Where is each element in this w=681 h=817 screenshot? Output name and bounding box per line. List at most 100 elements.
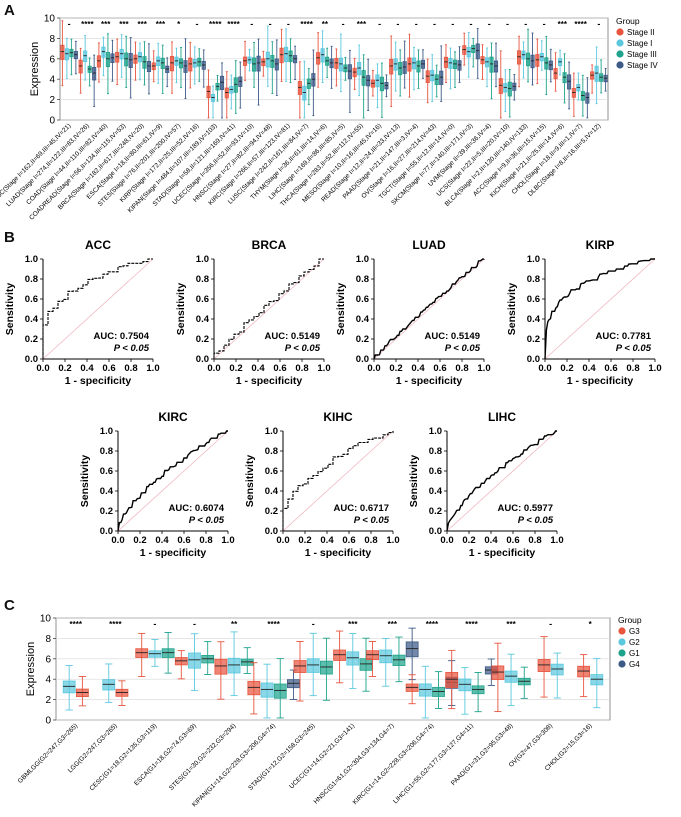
significance-label: *** xyxy=(348,620,358,629)
significance-label: ** xyxy=(322,20,329,29)
legend-marker xyxy=(618,649,626,657)
x-tick-label: KIRC(G1=14,G2=228,G3=206,G4=74) xyxy=(352,722,436,806)
box xyxy=(493,60,499,73)
x-tick-label: 0.6 xyxy=(506,535,519,546)
box xyxy=(273,683,287,699)
box xyxy=(64,48,69,61)
p-value-label: P < 0.05 xyxy=(445,343,481,354)
significance-label: *** xyxy=(388,620,398,629)
x-tick-label: 0.6 xyxy=(273,363,286,374)
y-axis-label: Sensitivity xyxy=(408,455,420,508)
box xyxy=(434,74,439,85)
box xyxy=(590,674,604,686)
x-axis-label: 1 - specificity xyxy=(396,375,463,387)
box xyxy=(535,54,540,67)
x-tick-label: 1.0 xyxy=(550,535,563,546)
x-tick-label: 0.0 xyxy=(111,535,124,546)
y-tick-label: 1.0 xyxy=(196,254,209,265)
box xyxy=(585,92,590,104)
p-value-label: P < 0.05 xyxy=(189,515,225,526)
y-tick-label: 0.4 xyxy=(196,314,210,325)
significance-label: * xyxy=(589,620,593,629)
box xyxy=(334,57,339,69)
significance-label: - xyxy=(193,619,196,629)
x-tick-label: HNSC(G1=61,G2=304,G3=134,G4=7) xyxy=(313,722,396,805)
y-tick-label: 1.0 xyxy=(429,426,442,437)
y-tick-label: 0.6 xyxy=(429,466,442,477)
x-tick-label: 0.8 xyxy=(455,363,468,374)
reference-diagonal xyxy=(446,430,558,532)
significance-label: *** xyxy=(119,20,129,29)
y-tick-label: 0.2 xyxy=(25,334,38,345)
significance-label: *** xyxy=(506,620,516,629)
reference-diagonal xyxy=(117,430,229,532)
x-tick-label: 0.0 xyxy=(276,535,289,546)
x-tick-label: 0.2 xyxy=(560,363,573,374)
x-axis-label: 1 - specificity xyxy=(469,547,536,559)
y-tick-label: 0.2 xyxy=(527,334,540,345)
significance-label: - xyxy=(506,19,509,29)
auc-label: AUC: 0.5149 xyxy=(425,331,480,342)
box xyxy=(169,55,175,72)
box xyxy=(392,654,406,666)
significance-label: - xyxy=(378,19,381,29)
x-tick-label: 0.8 xyxy=(199,535,212,546)
y-tick-label: 0.4 xyxy=(527,314,541,325)
y-tick-label: 0.6 xyxy=(527,294,540,305)
x-tick-label: 0.2 xyxy=(133,535,146,546)
y-axis-label: Expression xyxy=(25,642,37,696)
roc-curve xyxy=(373,258,485,360)
significance-label: **** xyxy=(227,20,240,29)
box xyxy=(402,61,407,74)
box xyxy=(594,65,599,82)
y-axis-label: Sensitivity xyxy=(79,455,91,508)
roc-title: BRCA xyxy=(252,238,287,252)
legend-label: Stage II xyxy=(627,28,655,37)
significance-label: - xyxy=(342,19,345,29)
x-tick-label: 0.2 xyxy=(58,363,71,374)
box xyxy=(270,55,275,68)
roc-plot-lihc: LIHC 0.00.0 0.2 0.2 0.4 0.4 0.6 0.6 0.8 0.8 1.0 1.0… xyxy=(408,410,564,559)
y-tick-label: 0.0 xyxy=(356,354,369,365)
legend-marker xyxy=(616,61,624,69)
roc-plot-kirc: KIRC 0.00.0 0.2 0.2 0.4 0.4 0.6 0.6 0.8 0.8 1.0 1.0… xyxy=(79,410,235,559)
significance-label: - xyxy=(488,19,491,29)
y-tick-label: 0.2 xyxy=(429,506,442,517)
p-value-label: P < 0.05 xyxy=(114,343,150,354)
box xyxy=(416,60,421,73)
significance-label: * xyxy=(177,20,181,29)
legend-label: G3 xyxy=(629,627,640,636)
roc-curve xyxy=(117,430,228,532)
y-tick-label: 0.6 xyxy=(265,466,278,477)
roc-curve xyxy=(544,258,655,360)
box xyxy=(274,58,279,71)
x-tick-label: 0.0 xyxy=(36,363,49,374)
y-tick-label: 2 xyxy=(45,695,51,706)
box xyxy=(347,64,352,80)
legend-label: G1 xyxy=(629,649,640,658)
box xyxy=(188,57,193,72)
x-tick-label: OV(G2=47,G3=308) xyxy=(508,722,554,768)
legend-label: Stage IV xyxy=(627,61,658,70)
legend-label: G4 xyxy=(629,660,640,669)
roc-plot-kihc: KIHC 0.00.0 0.2 0.2 0.4 0.4 0.6 0.6 0.8 0.8 1.0 1.0… xyxy=(244,410,400,559)
significance-label: - xyxy=(451,19,454,29)
y-tick-label: 0.6 xyxy=(356,294,369,305)
y-tick-label: 0.0 xyxy=(265,526,278,537)
y-tick-label: 0.6 xyxy=(25,294,38,305)
significance-label: - xyxy=(68,19,71,29)
y-tick-label: 2 xyxy=(49,95,55,106)
box xyxy=(425,70,430,83)
y-tick-label: 6 xyxy=(45,654,51,665)
y-tick-label: 0 xyxy=(45,716,51,727)
significance-label: - xyxy=(153,619,156,629)
y-tick-label: 0.0 xyxy=(429,526,442,537)
p-value-label: P < 0.05 xyxy=(285,343,321,354)
box xyxy=(562,72,567,84)
reference-diagonal xyxy=(282,430,394,532)
box xyxy=(256,55,261,72)
box xyxy=(227,657,241,674)
p-value-label: P < 0.05 xyxy=(616,343,652,354)
x-tick-label: STAD(G1=12,G2=158,G3=245) xyxy=(247,722,316,791)
legend-marker xyxy=(616,28,624,36)
